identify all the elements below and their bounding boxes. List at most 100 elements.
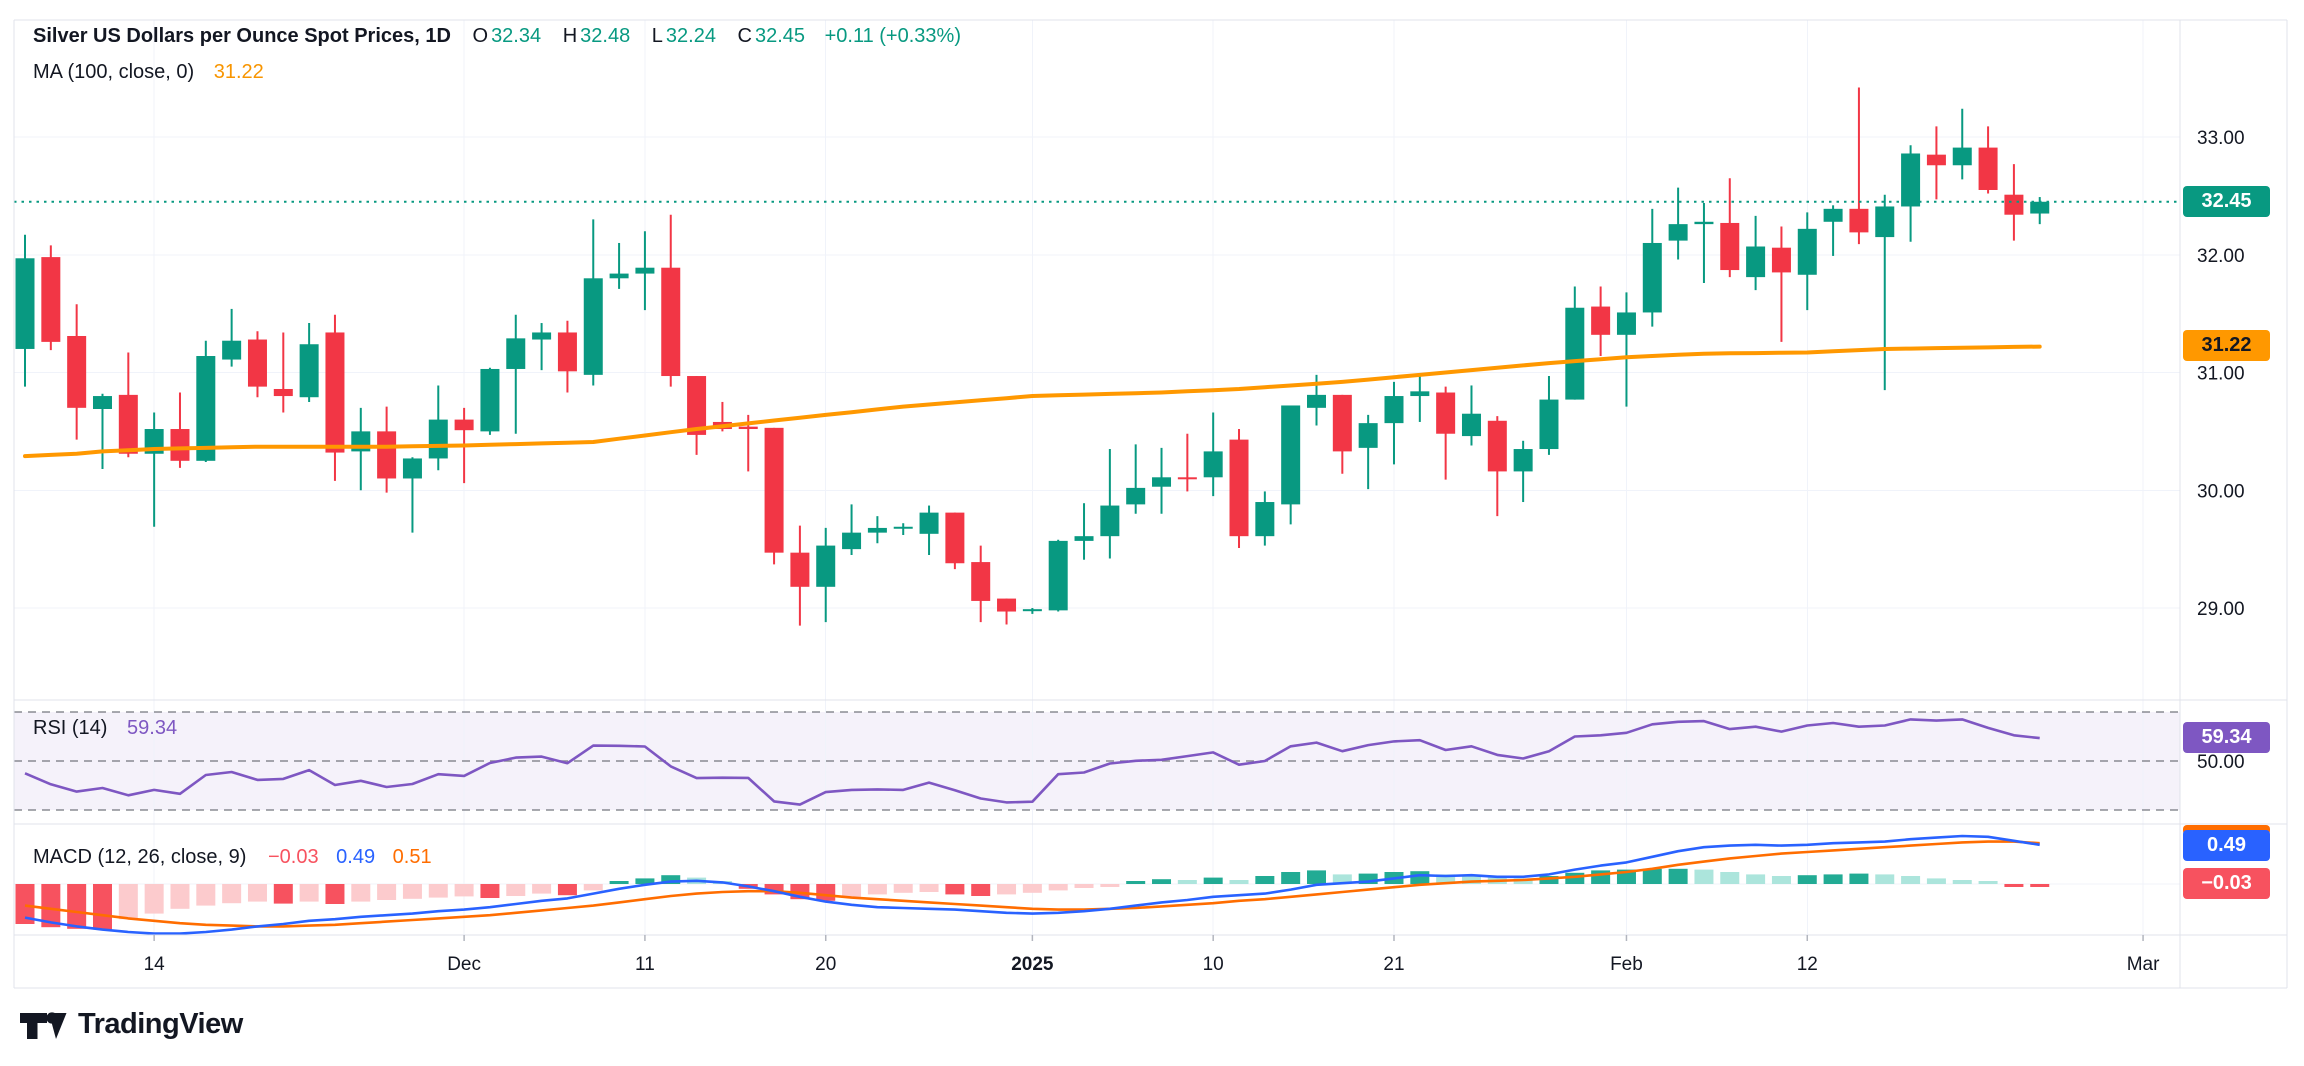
high-label: H xyxy=(562,25,578,47)
macd-hist-bar xyxy=(842,884,862,897)
open-value: 32.34 xyxy=(491,25,542,47)
candle-body xyxy=(67,335,87,408)
candle-body xyxy=(997,598,1017,612)
candle-body xyxy=(1152,477,1172,487)
macd-hist-bar xyxy=(351,884,371,902)
time-axis-label: Mar xyxy=(2127,954,2160,975)
macd-hist-bar xyxy=(1668,868,1688,884)
candle-body xyxy=(1746,246,1766,278)
candle-body xyxy=(583,278,603,375)
candle-body xyxy=(738,426,758,430)
macd-hist-bar xyxy=(377,884,397,900)
macd-line-value: 0.49 xyxy=(336,846,376,868)
candle-body xyxy=(1720,222,1740,271)
candle-body xyxy=(1048,540,1068,611)
macd-hist-bar xyxy=(609,881,629,884)
symbol-title: Silver US Dollars per Ounce Spot Prices,… xyxy=(33,25,451,47)
macd-hist-bar xyxy=(2004,884,2024,887)
candle-body xyxy=(1771,247,1791,273)
macd-hist-bar xyxy=(1823,874,1843,884)
time-axis-label: 2025 xyxy=(1011,954,1054,975)
candle-body xyxy=(299,344,319,398)
price-axis-labels: 33.00 32.00 31.00 30.00 29.00 50.00 xyxy=(2197,128,2245,773)
rsi-legend[interactable]: RSI (14) 59.34 xyxy=(33,714,177,742)
candle-body xyxy=(480,368,500,432)
candle-body xyxy=(1823,208,1843,222)
macd-hist-bar xyxy=(170,884,190,909)
rsi-label: RSI (14) xyxy=(33,717,108,739)
candle-body xyxy=(196,356,216,461)
macd-hist-bar xyxy=(506,884,526,896)
macd-hist-bar xyxy=(893,884,913,893)
candle-body xyxy=(557,332,577,372)
macd-hist-bar xyxy=(247,884,267,902)
macd-hist-bar xyxy=(1022,884,1042,893)
time-axis-labels: 14 Dec 11 20 2025 10 21 Feb 12 Mar xyxy=(144,935,2160,975)
open-label: O xyxy=(472,25,489,47)
macd-hist-bar xyxy=(1771,876,1791,884)
macd-hist-bar xyxy=(325,884,345,904)
time-axis-label: Feb xyxy=(1610,954,1643,975)
macd-hist-bar xyxy=(299,884,319,902)
macd-hist-bar xyxy=(1358,873,1378,884)
candle-body xyxy=(1281,405,1301,505)
candle-body xyxy=(842,532,862,550)
ma-legend[interactable]: MA (100, close, 0) 31.22 xyxy=(33,58,264,86)
candle-body xyxy=(1487,420,1507,472)
candle-body xyxy=(247,339,267,387)
candle-body xyxy=(41,257,61,342)
macd-hist-bar xyxy=(1901,876,1921,884)
candle-body xyxy=(635,267,655,274)
candle-body xyxy=(1410,391,1430,397)
candle-body xyxy=(118,394,138,454)
symbol-legend[interactable]: Silver US Dollars per Ounce Spot Prices,… xyxy=(33,22,961,50)
rsi-axis-label: 50.00 xyxy=(2197,752,2245,773)
candle-body xyxy=(506,338,526,369)
low-value: 32.24 xyxy=(665,25,716,47)
tradingview-logo[interactable]: TradingView xyxy=(20,1008,243,1041)
macd-hist-bar xyxy=(428,884,448,898)
candle-body xyxy=(1358,423,1378,448)
macd-label: MACD (12, 26, close, 9) xyxy=(33,846,247,868)
candle-body xyxy=(1642,242,1662,313)
candle-body xyxy=(273,388,293,397)
candle-body xyxy=(1126,487,1146,505)
macd-hist-bar xyxy=(1849,873,1869,884)
candle-body xyxy=(2004,194,2024,215)
macd-signal-value: 0.51 xyxy=(392,846,432,868)
candle-body xyxy=(2030,201,2050,214)
time-axis-label: Dec xyxy=(447,954,481,975)
price-axis[interactable] xyxy=(2180,20,2287,988)
macd-hist-value: −0.03 xyxy=(267,846,319,868)
macd-hist-bar xyxy=(1436,874,1456,884)
candle-body xyxy=(1875,206,1895,238)
macd-hist-bar xyxy=(1565,872,1585,884)
candle-body xyxy=(687,376,707,435)
candle-body xyxy=(1100,505,1120,537)
candle-body xyxy=(1926,154,1946,166)
horizontal-gridlines xyxy=(14,136,2180,885)
close-label: C xyxy=(737,25,752,47)
macd-hist-bar xyxy=(1203,877,1223,884)
macd-hist-bar xyxy=(919,884,939,892)
candle-body xyxy=(1436,392,1456,434)
candle-body xyxy=(1901,153,1921,207)
candle-body xyxy=(428,419,448,459)
macd-hist-bar xyxy=(2030,884,2050,887)
candle-body xyxy=(919,512,939,534)
change-value: +0.11 (+0.33%) xyxy=(824,25,961,47)
candle-body xyxy=(1307,394,1326,408)
candle-body xyxy=(1177,477,1197,480)
macd-hist-bar xyxy=(1591,870,1611,884)
macd-hist-bar xyxy=(557,884,577,896)
macd-hist-bar xyxy=(1048,884,1068,891)
candle-body xyxy=(1952,147,1972,166)
macd-legend[interactable]: MACD (12, 26, close, 9) −0.03 0.49 0.51 xyxy=(33,843,432,871)
candle-body xyxy=(1513,449,1533,472)
macd-hist-bar xyxy=(144,884,164,914)
macd-hist-bar xyxy=(816,884,836,901)
time-axis[interactable] xyxy=(14,935,2180,988)
time-axis-label: 20 xyxy=(815,954,836,975)
candle-body xyxy=(1384,396,1404,424)
